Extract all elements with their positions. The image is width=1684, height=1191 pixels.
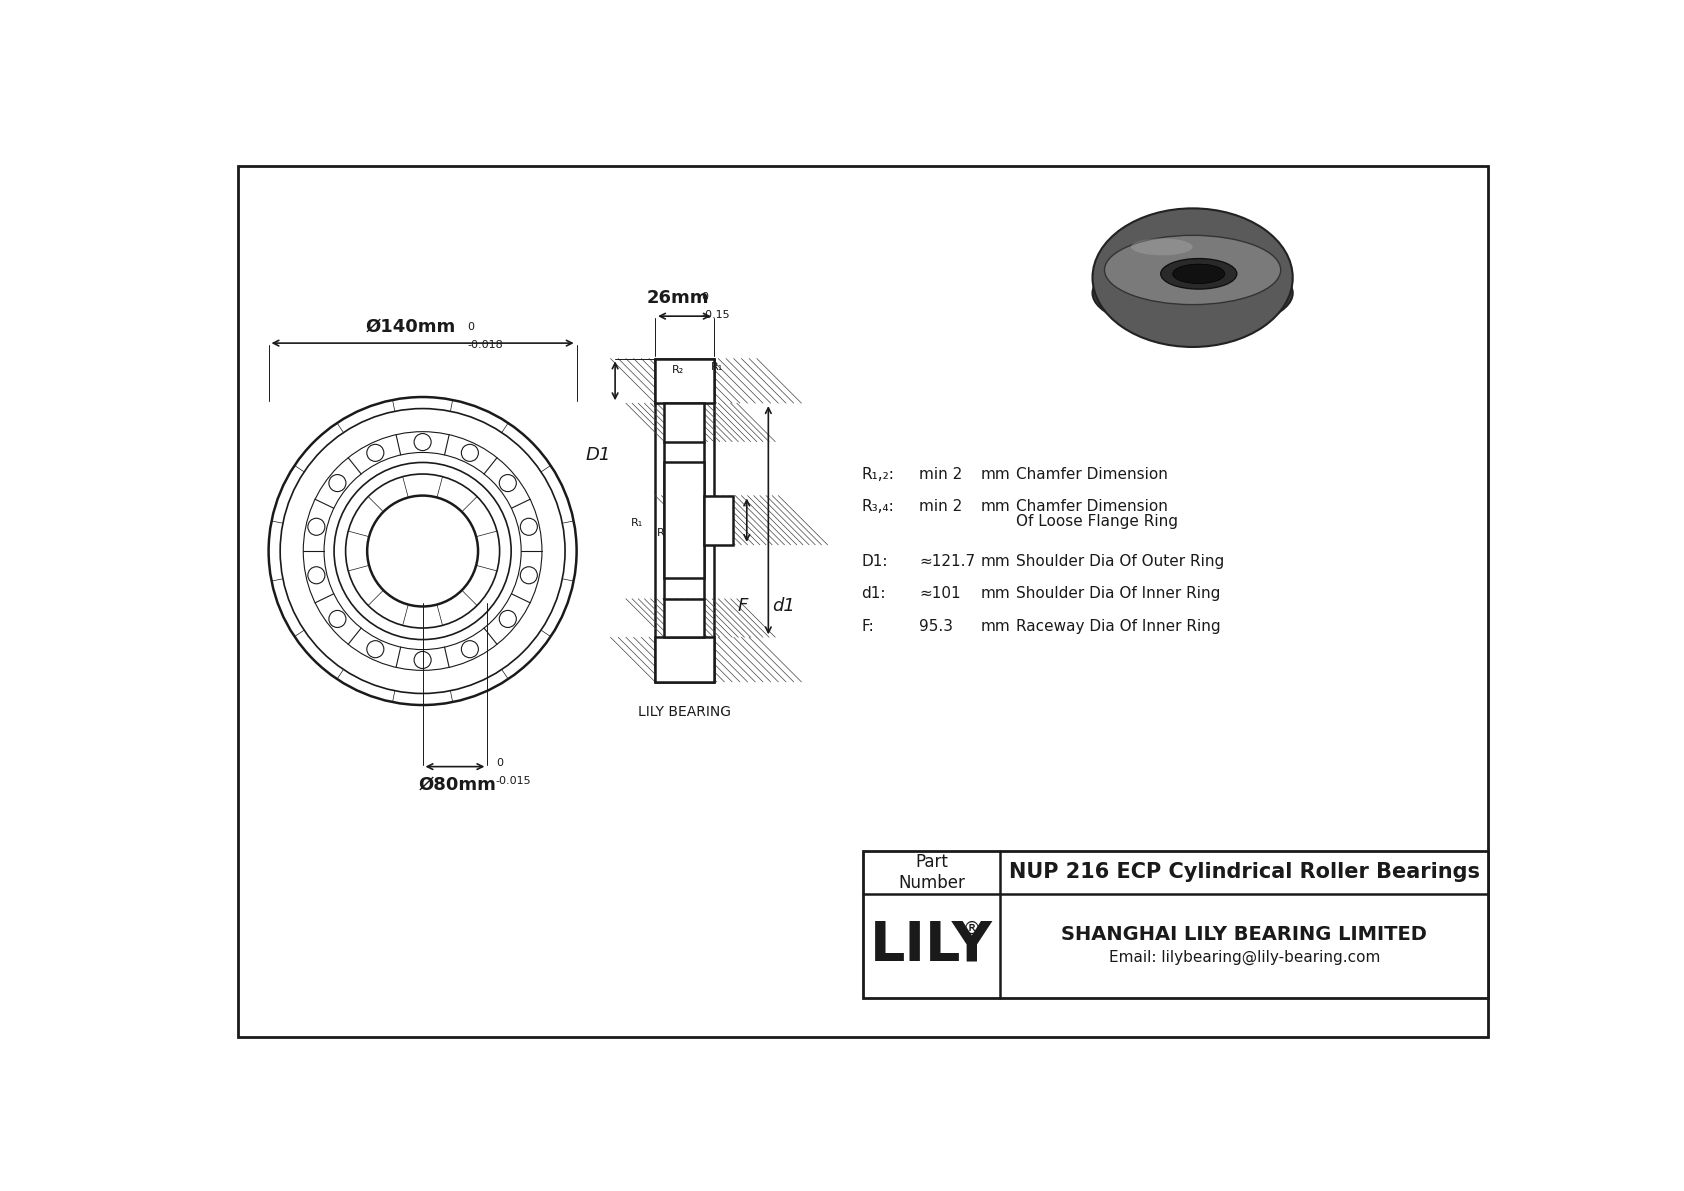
Text: ≈101: ≈101 bbox=[919, 586, 962, 601]
Text: min 2: min 2 bbox=[919, 499, 963, 513]
Text: 95.3: 95.3 bbox=[919, 618, 953, 634]
Text: 0: 0 bbox=[466, 323, 475, 332]
Text: -0.015: -0.015 bbox=[495, 775, 532, 786]
Ellipse shape bbox=[1105, 236, 1282, 305]
Ellipse shape bbox=[1172, 264, 1224, 283]
Ellipse shape bbox=[1160, 258, 1236, 289]
Text: D1:: D1: bbox=[862, 554, 887, 569]
Text: d1: d1 bbox=[773, 597, 795, 616]
Text: -0.15: -0.15 bbox=[701, 310, 729, 320]
Text: Part
Number: Part Number bbox=[898, 853, 965, 892]
Text: R₁: R₁ bbox=[711, 362, 722, 372]
Bar bbox=[665, 599, 704, 637]
Text: Of Loose Flange Ring: Of Loose Flange Ring bbox=[1015, 515, 1177, 529]
Text: 0: 0 bbox=[495, 759, 504, 768]
Bar bbox=[655, 637, 714, 682]
Text: Chamfer Dimension: Chamfer Dimension bbox=[1015, 467, 1167, 481]
Text: mm: mm bbox=[980, 554, 1010, 569]
Bar bbox=[704, 495, 733, 544]
Ellipse shape bbox=[1132, 238, 1192, 255]
Text: mm: mm bbox=[980, 467, 1010, 481]
Text: Email: lilybearing@lily-bearing.com: Email: lilybearing@lily-bearing.com bbox=[1108, 949, 1379, 965]
Text: d1:: d1: bbox=[862, 586, 886, 601]
Text: ®: ® bbox=[963, 919, 980, 937]
Text: Chamfer Dimension: Chamfer Dimension bbox=[1015, 499, 1167, 513]
Text: Ø140mm: Ø140mm bbox=[365, 318, 456, 336]
Text: mm: mm bbox=[980, 618, 1010, 634]
Text: F:: F: bbox=[862, 618, 874, 634]
Text: R₃: R₃ bbox=[665, 506, 679, 517]
Text: ≈121.7: ≈121.7 bbox=[919, 554, 975, 569]
Text: mm: mm bbox=[980, 499, 1010, 513]
Text: mm: mm bbox=[980, 586, 1010, 601]
Text: R₂: R₂ bbox=[672, 364, 684, 375]
Text: NUP 216 ECP Cylindrical Roller Bearings: NUP 216 ECP Cylindrical Roller Bearings bbox=[1009, 862, 1480, 883]
Text: Raceway Dia Of Inner Ring: Raceway Dia Of Inner Ring bbox=[1015, 618, 1221, 634]
Text: 26mm: 26mm bbox=[647, 289, 709, 307]
Text: R₄: R₄ bbox=[665, 526, 679, 536]
Text: F: F bbox=[738, 597, 748, 616]
Text: -0.018: -0.018 bbox=[466, 341, 504, 350]
Text: R₁,₂:: R₁,₂: bbox=[862, 467, 894, 481]
Text: min 2: min 2 bbox=[919, 467, 963, 481]
Text: SHANGHAI LILY BEARING LIMITED: SHANGHAI LILY BEARING LIMITED bbox=[1061, 924, 1426, 943]
Ellipse shape bbox=[1093, 208, 1293, 347]
Ellipse shape bbox=[1093, 255, 1293, 331]
Text: Shoulder Dia Of Inner Ring: Shoulder Dia Of Inner Ring bbox=[1015, 586, 1219, 601]
Text: LILY: LILY bbox=[871, 918, 994, 973]
Text: Shoulder Dia Of Outer Ring: Shoulder Dia Of Outer Ring bbox=[1015, 554, 1224, 569]
Text: R₃,₄:: R₃,₄: bbox=[862, 499, 894, 513]
Text: D1: D1 bbox=[584, 445, 611, 463]
Text: R₂: R₂ bbox=[657, 528, 669, 538]
Bar bbox=[665, 462, 704, 578]
Bar bbox=[655, 358, 714, 404]
Text: R₁: R₁ bbox=[630, 518, 643, 528]
Text: 0: 0 bbox=[701, 292, 709, 303]
Bar bbox=[862, 852, 1489, 998]
Text: Ø80mm: Ø80mm bbox=[418, 775, 497, 794]
Bar bbox=[665, 404, 704, 442]
Text: LILY BEARING: LILY BEARING bbox=[638, 705, 731, 719]
